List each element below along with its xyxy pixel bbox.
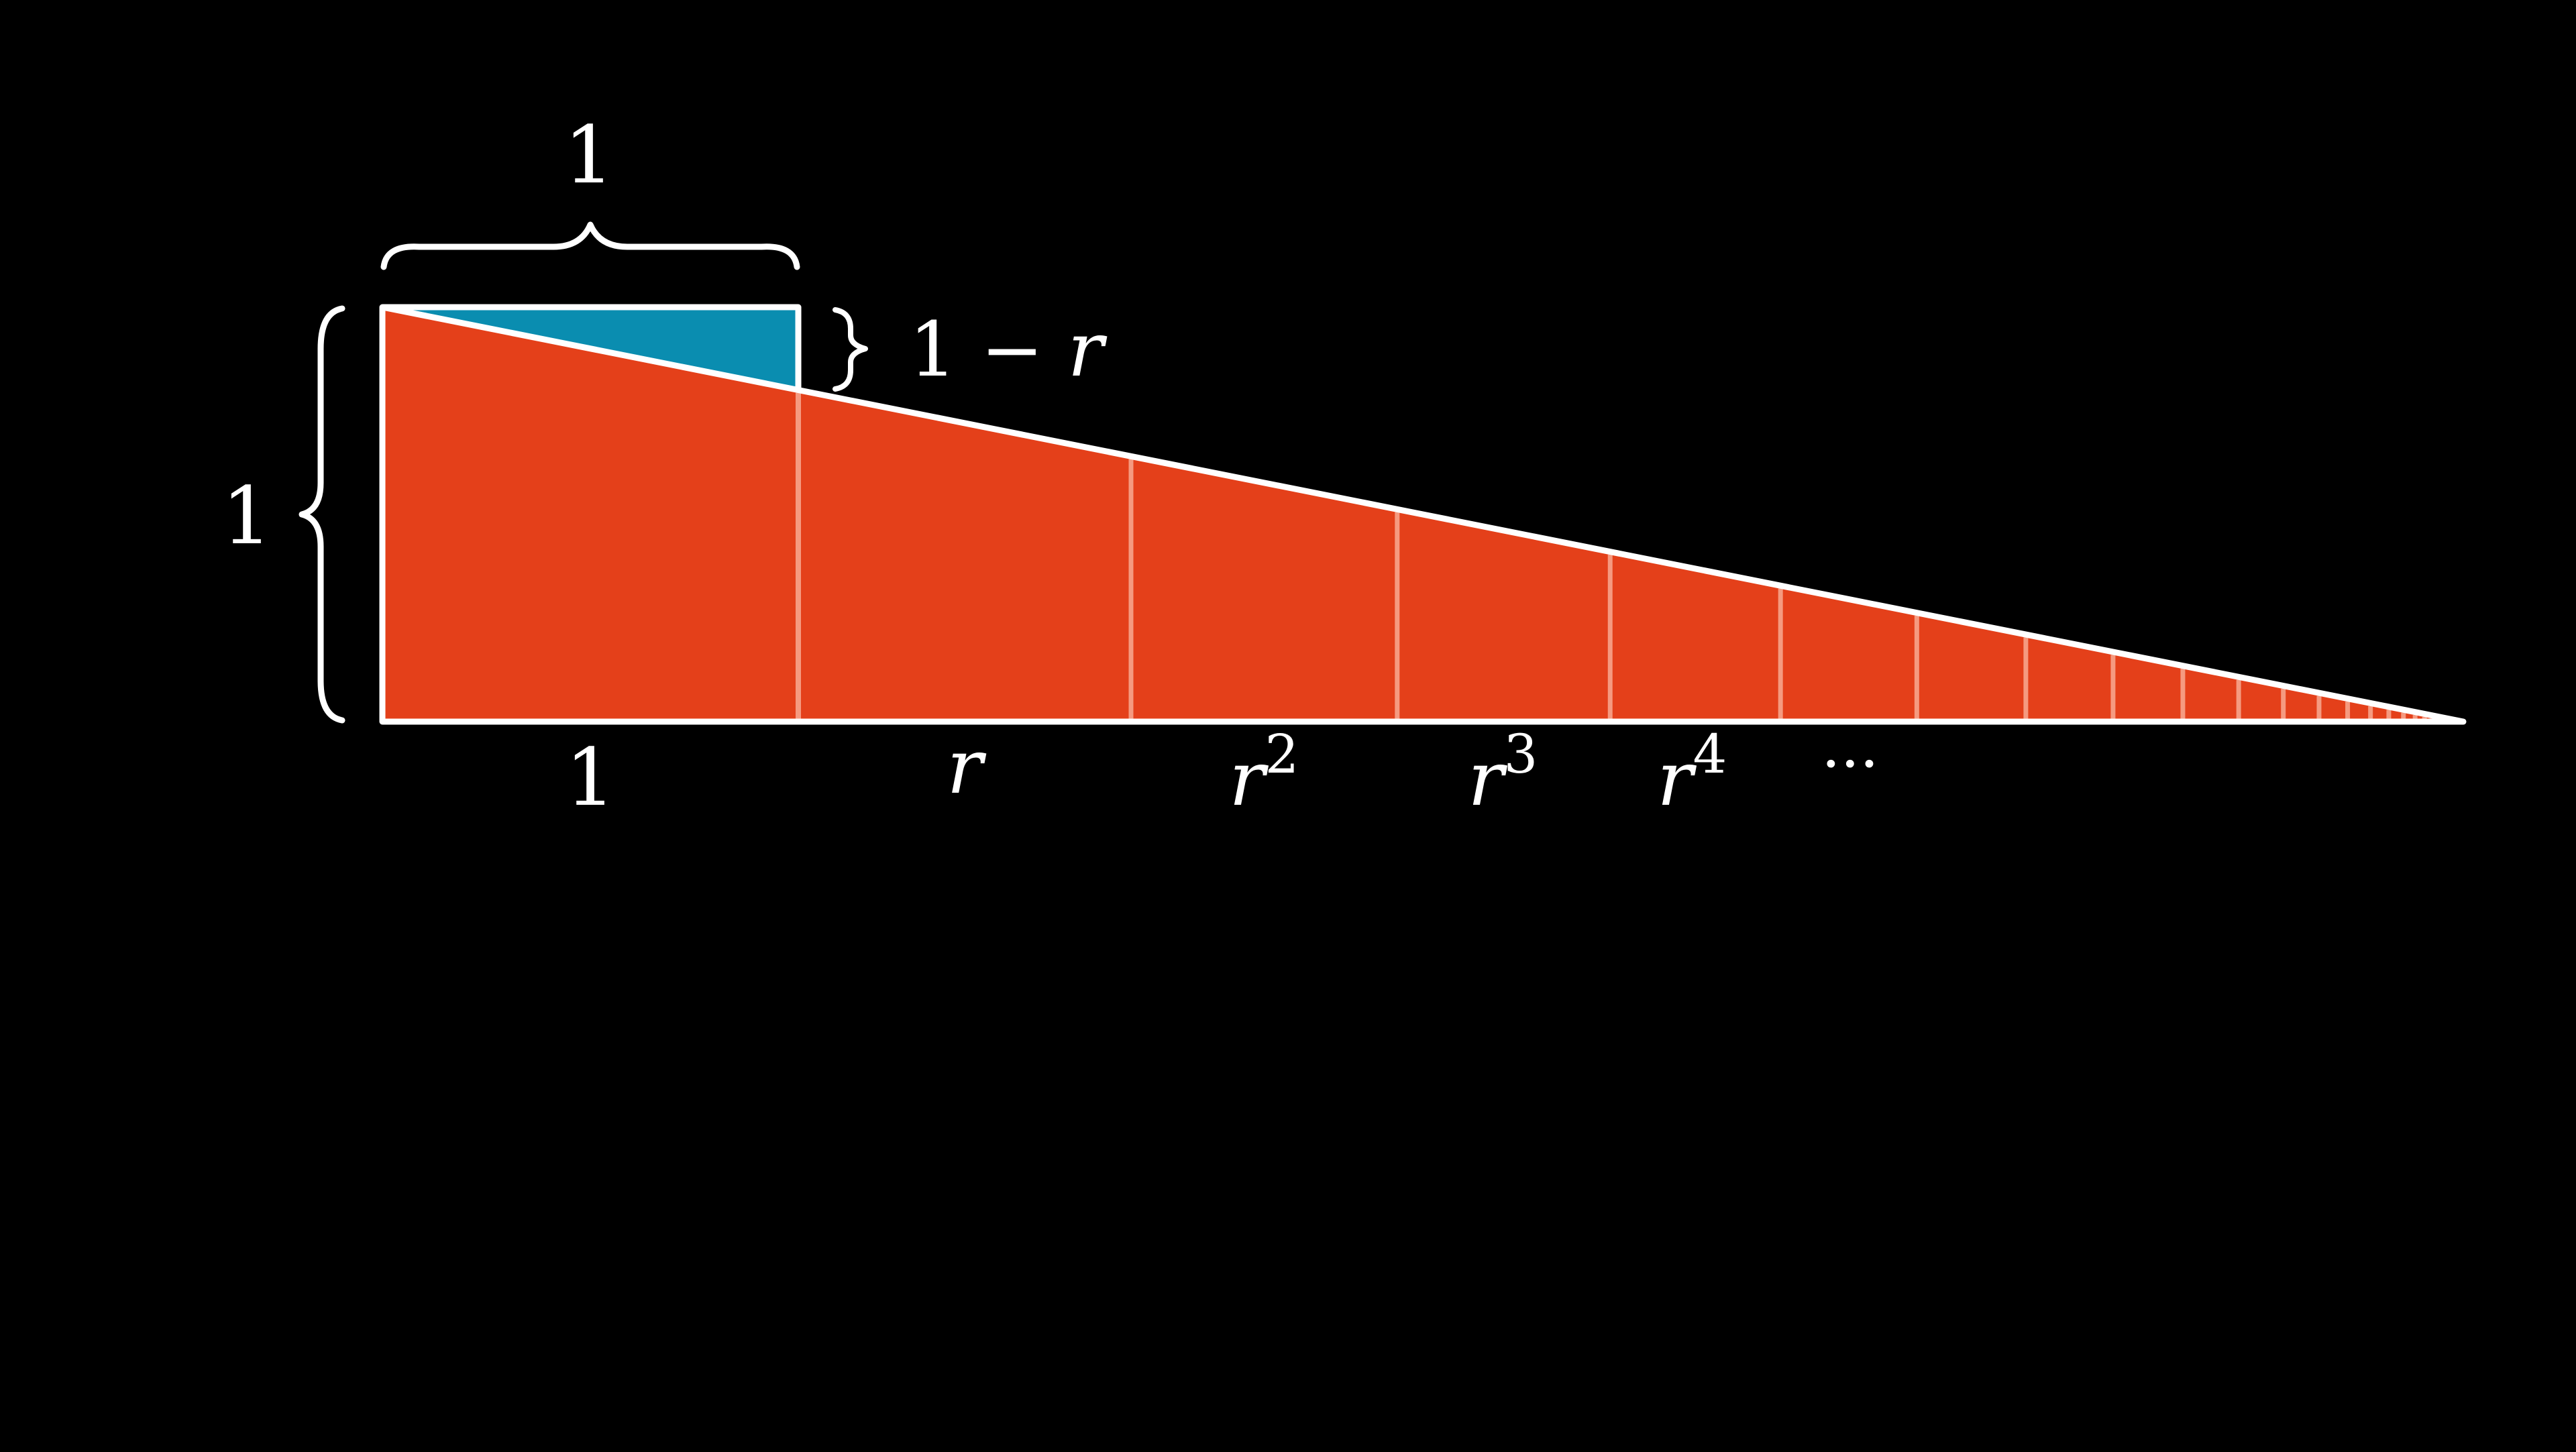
term-label-ellipsis: ··· xyxy=(1821,729,1879,799)
gap-label: 1 − r xyxy=(909,306,1108,394)
unit-square-outline xyxy=(382,304,802,390)
term-r4-exp: 4 xyxy=(1693,723,1727,785)
term-r3-exp: 3 xyxy=(1504,723,1538,785)
left-height-label: 1 xyxy=(221,469,272,562)
term-label-r: r xyxy=(947,724,987,811)
term-r2-exp: 2 xyxy=(1265,723,1299,785)
triangle-outline xyxy=(379,304,2467,725)
term-label-1: 1 xyxy=(565,731,615,824)
term-r2-base: r xyxy=(1229,736,1269,823)
term-label-r2: r2 xyxy=(1229,723,1299,823)
term-r4-base: r xyxy=(1657,736,1697,823)
gap-brace xyxy=(833,307,868,392)
term-label-r3: r3 xyxy=(1468,723,1538,823)
left-brace xyxy=(299,305,345,724)
term-r3-base: r xyxy=(1468,736,1508,823)
gap-label-var: r xyxy=(1067,306,1108,394)
term-label-r4: r4 xyxy=(1657,723,1727,823)
term-dividers xyxy=(796,392,2455,723)
top-width-label: 1 xyxy=(564,109,614,201)
gap-label-prefix: 1 − xyxy=(909,306,1067,394)
top-brace xyxy=(380,221,800,270)
